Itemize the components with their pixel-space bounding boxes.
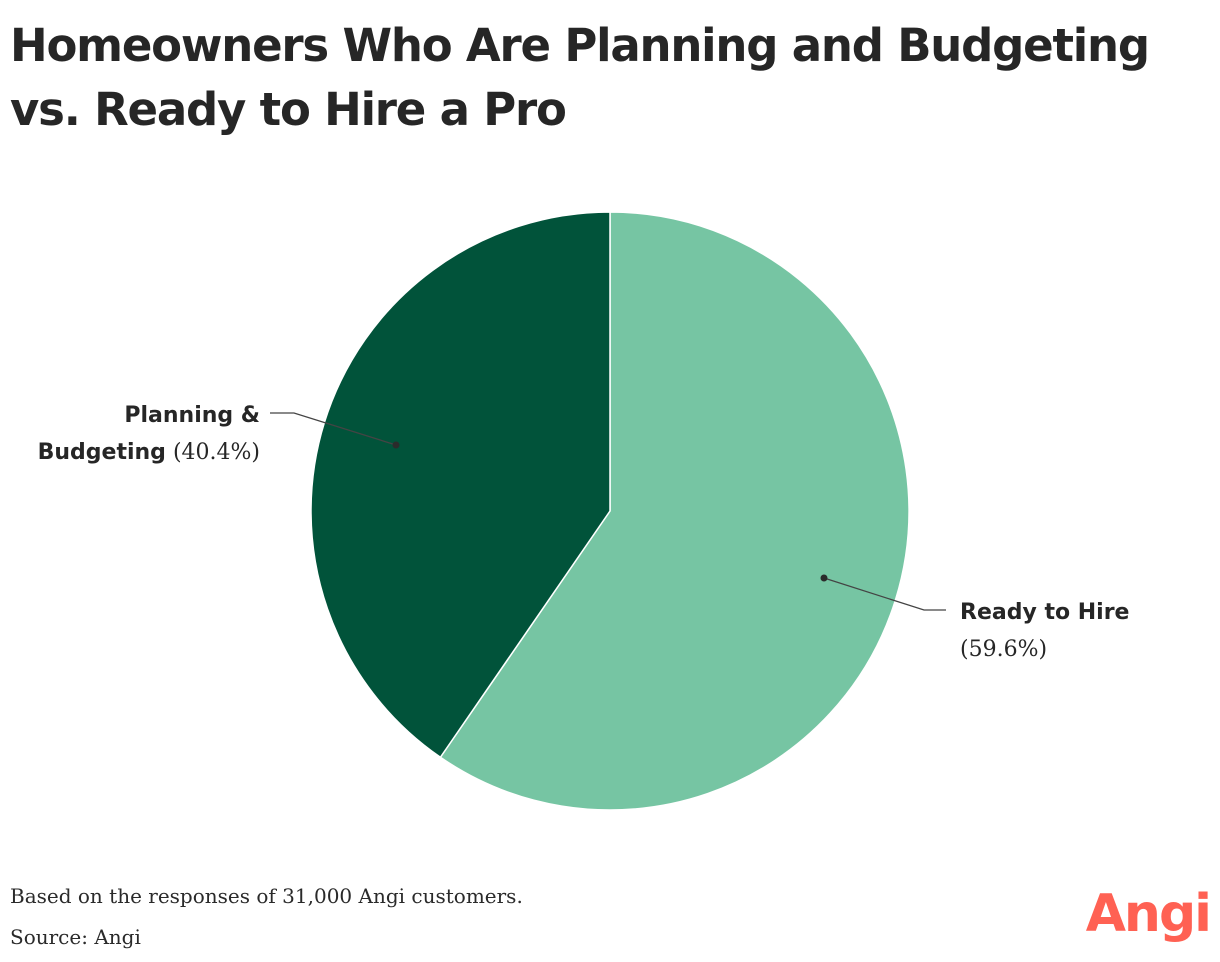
chart-title: Homeowners Who Are Planning and Budgetin… bbox=[10, 19, 1150, 136]
pie-slices bbox=[310, 211, 910, 811]
source-text: Source: Angi bbox=[10, 925, 141, 949]
label-planning-name: Budgeting bbox=[38, 440, 166, 465]
angi-logo: Angi bbox=[1085, 884, 1212, 944]
label-ready-value: (59.6%) bbox=[960, 637, 1047, 662]
leader-line-planning bbox=[270, 412, 397, 446]
label-planning-line1: Planning & bbox=[124, 403, 260, 428]
leader-dot-planning bbox=[392, 441, 400, 449]
label-ready-name: Ready to Hire bbox=[960, 600, 1129, 625]
pie-slice-ready bbox=[439, 211, 910, 811]
leader-dot-ready bbox=[820, 574, 828, 582]
footnote-text: Based on the responses of 31,000 Angi cu… bbox=[10, 884, 523, 908]
leader-line-ready bbox=[823, 577, 946, 611]
label-planning-value: (40.4%) bbox=[173, 440, 260, 465]
label-planning-line2: Budgeting (40.4%) bbox=[38, 440, 260, 465]
